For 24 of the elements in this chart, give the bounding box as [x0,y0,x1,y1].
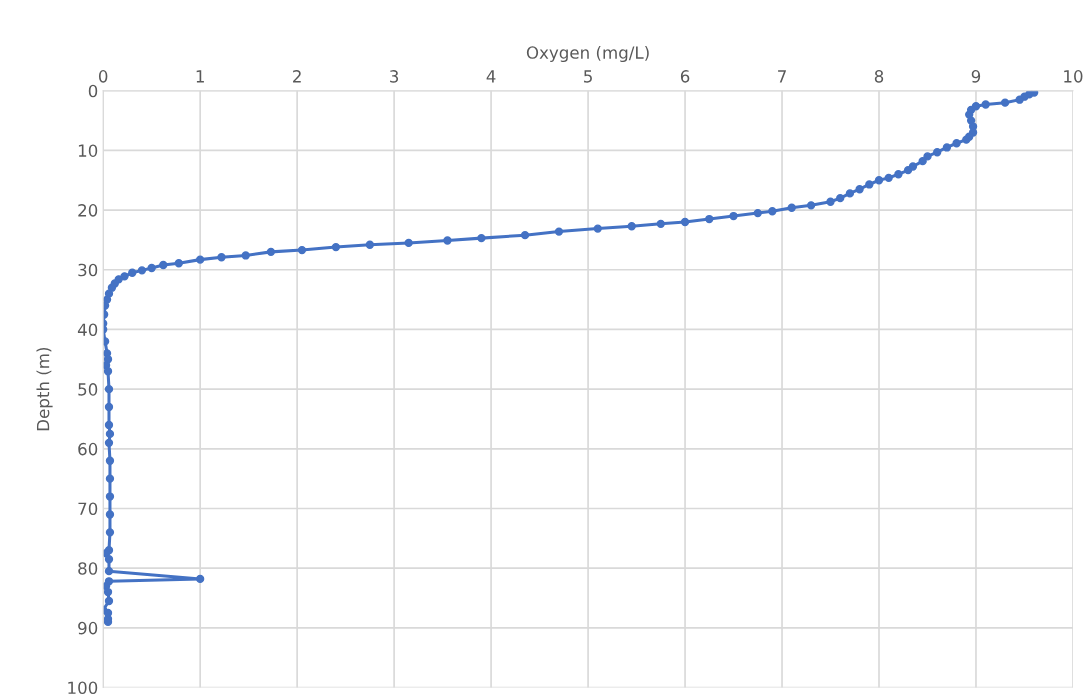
x-tick-label: 2 [293,70,301,83]
x-tick-label: 1 [196,70,204,83]
x-tick-label: 10 [1064,70,1083,83]
x-tick-label: 5 [584,70,592,83]
y-tick-label: 90 [78,621,98,635]
y-tick-label: 40 [77,323,98,337]
y-tick-label: 80 [78,562,98,575]
x-tick-label: 8 [874,70,884,83]
x-tick-label: 0 [98,70,108,83]
y-tick-label: 0 [88,84,98,98]
x-tick-label: 4 [486,70,496,83]
x-tick-label: 6 [680,70,690,83]
y-tick-label: 20 [78,204,98,217]
y-tick-label: 100 [68,681,98,695]
y-tick-label: 30 [78,263,98,277]
y-tick-label: 50 [78,383,98,396]
x-tick-label: 3 [390,70,399,83]
y-tick-label: 60 [78,442,98,456]
x-axis-title: Oxygen (mg/L) [526,45,649,63]
x-tick-label: 7 [778,70,786,83]
x-tick-label: 9 [971,70,981,83]
y-axis-title: Depth (m) [36,347,53,431]
y-tick-label: 70 [78,502,98,516]
y-tick-label: 10 [78,144,98,157]
